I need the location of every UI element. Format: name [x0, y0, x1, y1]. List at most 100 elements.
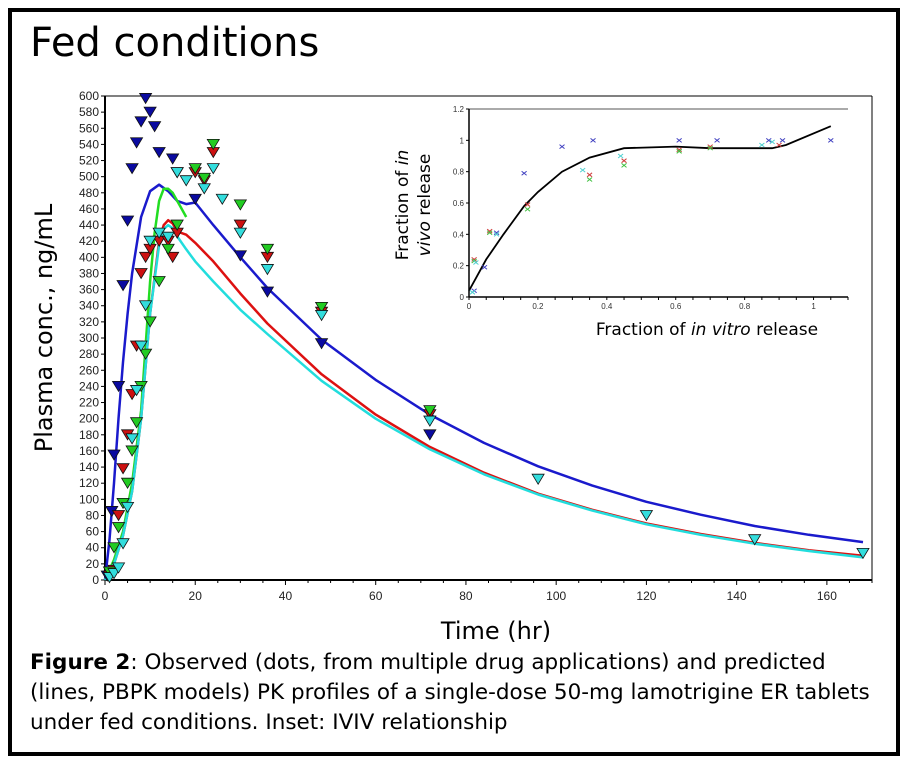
x-mark-stroke [707, 145, 713, 151]
observed-point [165, 251, 180, 264]
observed-point [120, 477, 135, 489]
pred-line-predictedblue [103, 183, 864, 581]
x-mark-stroke [676, 147, 682, 153]
x-tick-label: 140 [727, 589, 747, 603]
y-tick-label: 360 [79, 283, 99, 297]
inset-observed-point [779, 137, 786, 143]
observed-point [116, 280, 130, 292]
inset-observed-point [714, 137, 720, 143]
inset-y-tick-label: 0.6 [453, 199, 465, 208]
x-mark-stroke [765, 137, 772, 143]
x-mark-stroke [469, 289, 476, 295]
y-tick-label: 460 [79, 202, 99, 216]
inset-axes: 0 0.2 0.4 0.6 0.8 1 1.2 0 0.2 0.4 0.6 0.8 1 [453, 105, 849, 311]
y-tick-label: 540 [79, 137, 99, 151]
observed-point [138, 251, 153, 264]
observed-point [233, 227, 248, 239]
x-mark-stroke [707, 144, 713, 149]
observed-point [120, 215, 135, 227]
observed-point [215, 193, 230, 206]
y-tick-label: 300 [79, 331, 99, 345]
inset-observed-point [707, 145, 713, 151]
inset-observed-point [559, 144, 565, 149]
inset-y-tick-label: 1 [460, 136, 465, 145]
y-tick-label: 100 [79, 492, 99, 506]
observed-point [197, 172, 211, 185]
observed-point [314, 310, 329, 322]
observed-point [260, 243, 275, 256]
inset-x-tick-label: 1 [811, 302, 816, 311]
inset-observed-point [707, 144, 713, 149]
observed-point [111, 562, 126, 574]
observed-point [125, 445, 139, 457]
observed-point [188, 163, 202, 175]
inset-y-tick-label: 1.2 [453, 105, 465, 114]
inset-observed-point [676, 147, 682, 153]
observed-point [107, 542, 121, 554]
y-tick-label: 120 [79, 476, 99, 490]
y-tick-label: 520 [79, 154, 99, 168]
inset-x-tick-label: 0.8 [739, 302, 751, 311]
observed-point [233, 250, 248, 262]
main-y-axis-label: Plasma conc., ng/mL [30, 203, 58, 452]
inset-observed-point [586, 172, 593, 178]
x-mark-stroke [586, 177, 593, 182]
inset-y-axis-label: Fraction of in vivo release [393, 150, 435, 261]
inset-observed-point [524, 202, 531, 207]
observed-point [138, 93, 153, 105]
observed-point [111, 380, 126, 393]
y-tick-label: 320 [79, 315, 99, 329]
x-mark-stroke [493, 231, 500, 237]
figure-title: Fed conditions [30, 20, 320, 66]
y-tick-label: 280 [79, 347, 99, 361]
observed-point [165, 153, 180, 165]
inset-y-tick-label: 0.4 [453, 230, 465, 239]
y-tick-label: 160 [79, 444, 99, 458]
observed-point [111, 522, 126, 534]
inset-observed-point [521, 170, 527, 176]
observed-point [116, 538, 130, 550]
x-mark-stroke [471, 257, 477, 262]
pred-line-predictedcyan [103, 223, 864, 581]
inset-observed-point [676, 148, 682, 154]
x-mark-stroke [827, 137, 834, 143]
y-tick-label: 0 [92, 573, 99, 587]
main-axes: 0204060801001201401601802002202402602803… [79, 89, 873, 603]
x-tick-label: 20 [189, 589, 203, 603]
observed-point [134, 340, 148, 352]
x-mark-stroke [486, 230, 493, 236]
inset-observed-point [759, 142, 765, 148]
inset-observed-point [621, 163, 627, 168]
observed-point [314, 338, 329, 350]
inset-observed-point [776, 142, 782, 148]
inset-observed-point [471, 257, 477, 262]
observed-point [747, 534, 762, 546]
y-tick-label: 180 [79, 428, 99, 442]
observed-point [143, 235, 157, 247]
x-mark-stroke [521, 170, 527, 176]
inset-observed-point [617, 153, 624, 159]
inset-observed-point [473, 260, 479, 265]
inset-x-tick-label: 0.2 [532, 302, 544, 311]
y-tick-label: 480 [79, 186, 99, 200]
inset-observed-point [769, 139, 776, 145]
observed-point [152, 276, 166, 288]
caption-text: : Observed (dots, from multiple drug app… [30, 650, 870, 735]
inset-observed-point [469, 289, 476, 295]
x-mark-stroke [714, 137, 720, 143]
observed-point [233, 199, 248, 211]
observed-point [206, 138, 220, 151]
y-tick-label: 600 [79, 89, 99, 103]
inset-y-tick-label: 0.2 [453, 262, 465, 271]
x-mark-stroke [524, 206, 531, 212]
caption-label: Figure 2 [30, 650, 131, 675]
observed-point [423, 429, 437, 441]
inset-observed-point [765, 137, 772, 143]
observed-point [260, 286, 275, 298]
inset-series [468, 125, 834, 295]
x-mark-stroke [779, 137, 786, 143]
inset-observed-point [493, 231, 500, 237]
observed-point [107, 449, 121, 461]
observed-point [129, 417, 144, 429]
